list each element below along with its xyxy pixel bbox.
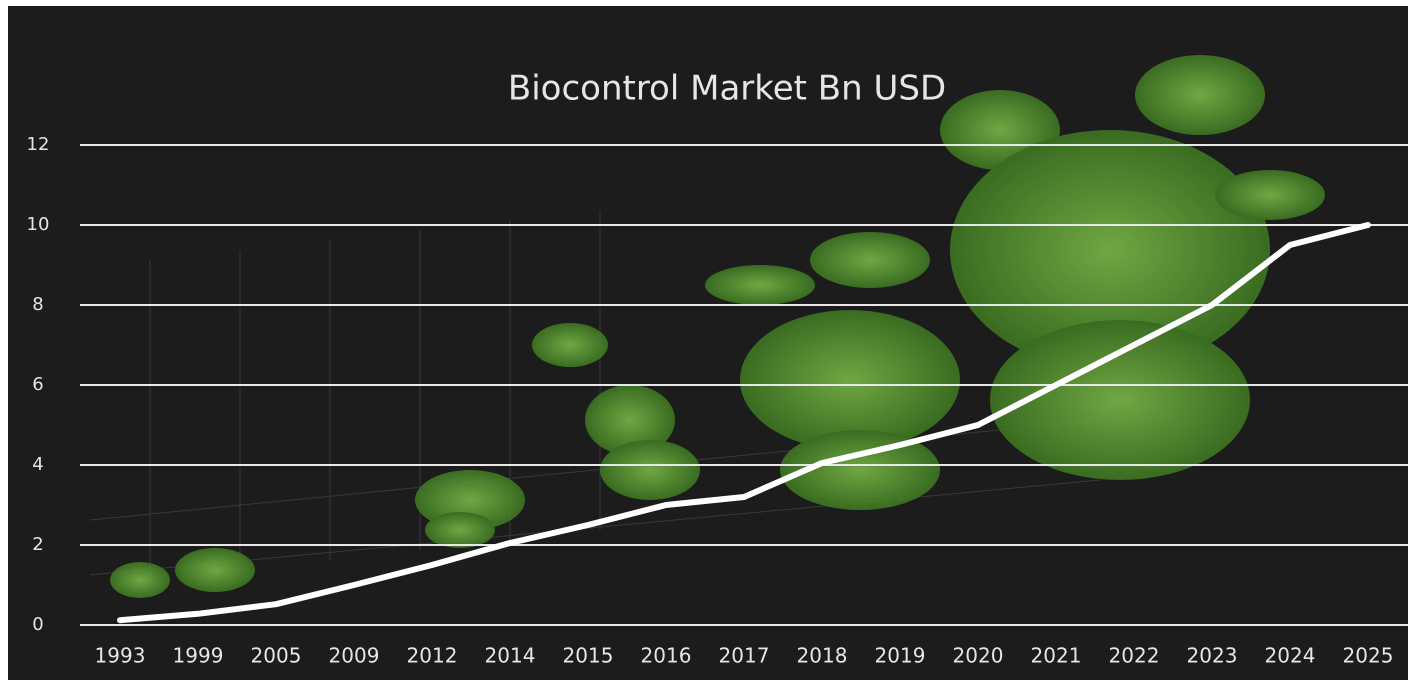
x-tick-label: 1993: [95, 644, 146, 668]
x-tick-label: 2023: [1187, 644, 1238, 668]
x-tick-label: 2024: [1265, 644, 1316, 668]
x-tick-label: 2014: [485, 644, 536, 668]
y-tick-label: 2: [32, 534, 43, 555]
x-tick-label: 2015: [563, 644, 614, 668]
y-tick-label: 8: [32, 294, 43, 315]
x-tick-label: 2020: [953, 644, 1004, 668]
x-tick-label: 1999: [173, 644, 224, 668]
y-tick-label: 0: [32, 614, 43, 635]
y-tick-label: 12: [27, 134, 50, 155]
x-tick-label: 2019: [875, 644, 926, 668]
x-tick-label: 2022: [1109, 644, 1160, 668]
x-tick-label: 2025: [1343, 644, 1394, 668]
y-tick-label: 4: [32, 454, 43, 475]
y-tick-label: 6: [32, 374, 43, 395]
plant-decoration: [110, 55, 1325, 598]
x-tick-label: 2017: [719, 644, 770, 668]
x-tick-label: 2012: [407, 644, 458, 668]
chart-title: Biocontrol Market Bn USD: [508, 69, 946, 109]
x-tick-label: 2021: [1031, 644, 1082, 668]
x-tick-label: 2018: [797, 644, 848, 668]
y-tick-label: 10: [27, 214, 50, 235]
x-tick-label: 2005: [251, 644, 302, 668]
x-tick-label: 2009: [329, 644, 380, 668]
line-series: [117, 222, 1371, 624]
x-tick-label: 2016: [641, 644, 692, 668]
